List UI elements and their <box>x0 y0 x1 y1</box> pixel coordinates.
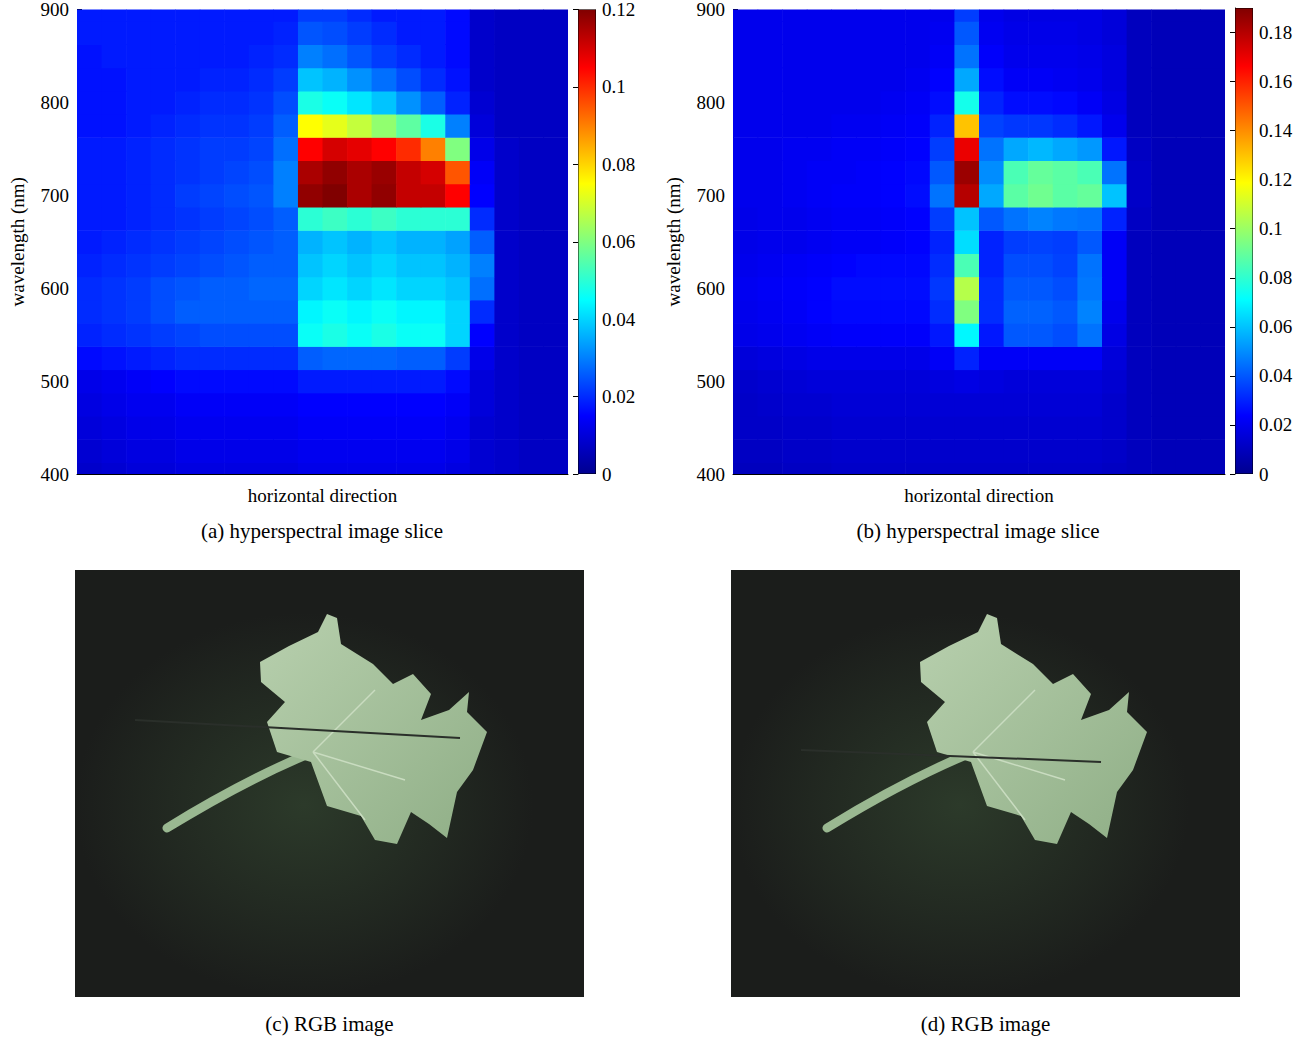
svg-text:wavelength (nm): wavelength (nm) <box>663 177 685 306</box>
svg-text:900: 900 <box>41 0 70 20</box>
svg-text:800: 800 <box>41 92 70 113</box>
svg-text:600: 600 <box>697 278 726 299</box>
svg-text:800: 800 <box>697 92 726 113</box>
svg-text:0.1: 0.1 <box>602 76 626 97</box>
svg-text:(a) hyperspectral image slice: (a) hyperspectral image slice <box>201 519 443 543</box>
svg-text:0.08: 0.08 <box>602 154 635 175</box>
svg-text:500: 500 <box>41 371 70 392</box>
html-text:(c) RGB image: (c) RGB image <box>265 1012 394 1036</box>
svg-text:(b) hyperspectral image slice: (b) hyperspectral image slice <box>856 519 1099 543</box>
svg-text:700: 700 <box>41 185 70 206</box>
svg-text:500: 500 <box>697 371 726 392</box>
html-text:(d) RGB image: (d) RGB image <box>920 1012 1051 1036</box>
svg-text:400: 400 <box>41 464 70 485</box>
svg-text:0.04: 0.04 <box>1259 365 1293 386</box>
svg-text:horizontal direction: horizontal direction <box>248 485 398 506</box>
svg-text:700: 700 <box>697 185 726 206</box>
svg-text:wavelength (nm): wavelength (nm) <box>7 177 29 306</box>
svg-text:0.14: 0.14 <box>1259 120 1293 141</box>
svg-text:0.1: 0.1 <box>1259 218 1283 239</box>
svg-text:0.16: 0.16 <box>1259 71 1292 92</box>
svg-text:0.02: 0.02 <box>602 386 635 407</box>
svg-text:0.12: 0.12 <box>602 0 635 20</box>
svg-text:0.12: 0.12 <box>1259 169 1292 190</box>
svg-text:0: 0 <box>602 464 612 485</box>
svg-text:400: 400 <box>697 464 726 485</box>
svg-text:0.18: 0.18 <box>1259 22 1292 43</box>
svg-text:0.06: 0.06 <box>1259 316 1292 337</box>
svg-text:0: 0 <box>1259 464 1269 485</box>
svg-text:0.08: 0.08 <box>1259 267 1292 288</box>
svg-text:0.04: 0.04 <box>602 309 636 330</box>
svg-text:0.02: 0.02 <box>1259 414 1292 435</box>
svg-text:900: 900 <box>697 0 726 20</box>
svg-text:horizontal direction: horizontal direction <box>904 485 1054 506</box>
svg-text:600: 600 <box>41 278 70 299</box>
svg-text:0.06: 0.06 <box>602 231 635 252</box>
